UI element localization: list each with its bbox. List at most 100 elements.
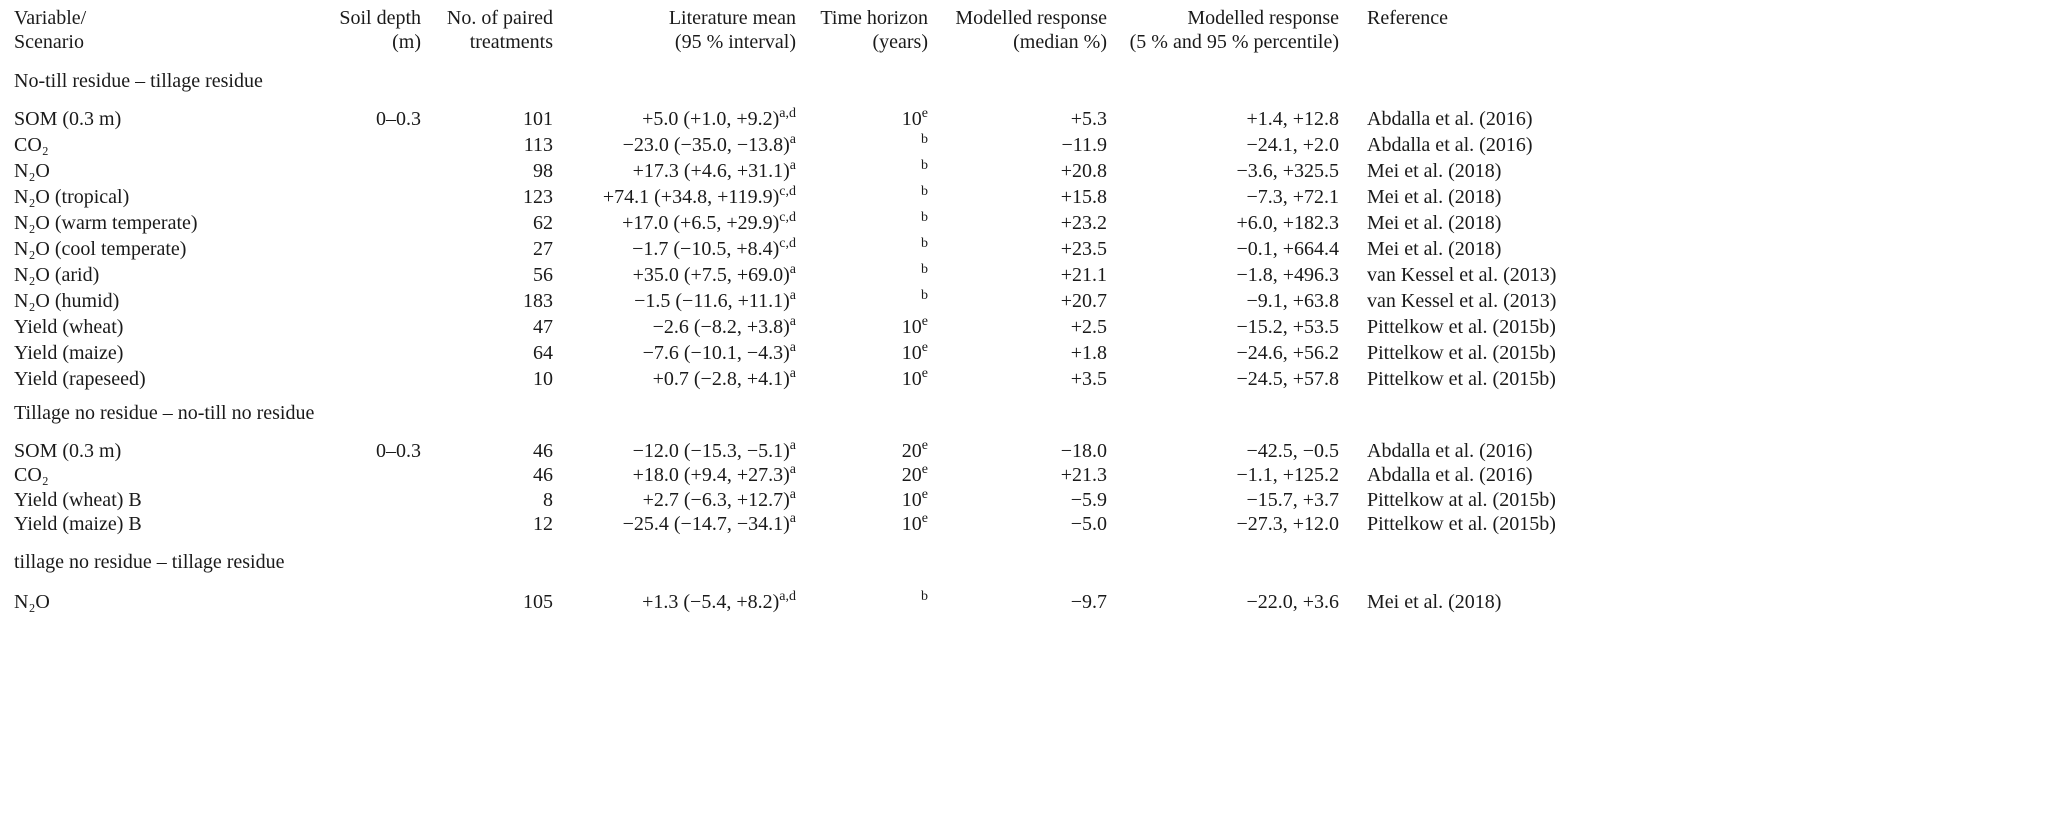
mean-cell: −2.6 (−8.2, +3.8)a <box>653 315 796 339</box>
percentile-cell: −22.0, +3.6 <box>1246 590 1339 614</box>
percentile-cell: −24.5, +57.8 <box>1236 367 1339 391</box>
horizon-cell: 10e <box>902 107 928 131</box>
reference-cell: Mei et al. (2018) <box>1367 185 1501 209</box>
horizon-note: b <box>921 132 928 147</box>
mean-note: a <box>789 158 796 173</box>
median-cell: −9.7 <box>1071 590 1107 614</box>
horizon-cell: b <box>921 211 928 235</box>
reference: Pittelkow et al. (2015b) <box>1367 368 1556 390</box>
percentile: −24.1, +2.0 <box>1246 134 1339 156</box>
percentile-cell: −1.8, +496.3 <box>1236 263 1339 287</box>
variable: SOM (0.3 m) <box>14 440 122 462</box>
horizon-cell: 20e <box>902 463 928 487</box>
variable-cell: Yield (wheat) B <box>14 488 142 512</box>
median-cell: +21.1 <box>1061 263 1107 287</box>
reference: Mei et al. (2018) <box>1367 591 1502 613</box>
mean: +35.0 (+7.5, +69.0) <box>632 264 790 286</box>
reference: Pittelkow at al. (2015b) <box>1367 488 1556 511</box>
n: 113 <box>523 134 553 156</box>
header-cell: Literature mean <box>668 7 796 29</box>
n: 64 <box>533 342 553 364</box>
horizon-cell: b <box>921 590 928 614</box>
horizon: 20 <box>901 464 922 487</box>
n-cell: 183 <box>523 289 553 313</box>
mean-cell: +74.1 (+34.8, +119.9)c,d <box>603 185 796 209</box>
variable: N₂O <box>14 160 50 182</box>
reference-cell: Abdalla et al. (2016) <box>1367 133 1533 157</box>
reference: Abdalla et al. (2016) <box>1367 134 1533 156</box>
variable-cell: N₂O (arid) <box>14 263 99 287</box>
horizon-cell: b <box>921 237 928 261</box>
mean-note: a <box>789 262 796 277</box>
median-cell: +1.8 <box>1071 341 1107 365</box>
reference: Mei et al. (2018) <box>1367 160 1502 182</box>
median: −5.0 <box>1070 512 1107 535</box>
n: 46 <box>533 440 553 462</box>
percentile: −42.5, −0.5 <box>1246 440 1339 462</box>
mean-note: a,d <box>779 589 796 604</box>
variable: N₂O (tropical) <box>14 186 130 208</box>
mean-cell: −7.6 (−10.1, −4.3)a <box>643 341 796 365</box>
percentile: −15.7, +3.7 <box>1246 488 1339 511</box>
variable: N₂O (arid) <box>14 264 100 286</box>
mean-note: a <box>789 340 796 355</box>
variable-cell: N₂O (tropical) <box>14 185 129 209</box>
median-cell: +21.3 <box>1061 463 1107 487</box>
horizon-cell: 10e <box>902 341 928 365</box>
median-cell: +23.2 <box>1061 211 1107 235</box>
depth: 0–0.3 <box>376 440 421 462</box>
variable-cell: Yield (maize) <box>14 341 123 365</box>
variable-cell: N₂O (cool temperate) <box>14 237 186 261</box>
variable: N₂O <box>14 591 50 613</box>
reference: Abdalla et al. (2016) <box>1367 440 1533 462</box>
variable: Yield (wheat) B <box>14 488 142 511</box>
median: +23.2 <box>1060 212 1107 234</box>
horizon-note: b <box>921 184 928 199</box>
median: +2.5 <box>1070 316 1107 338</box>
variable-cell: Yield (rapeseed) <box>14 367 146 391</box>
percentile: −3.6, +325.5 <box>1236 160 1339 182</box>
n-cell: 105 <box>523 590 553 614</box>
percentile: +1.4, +12.8 <box>1246 108 1339 130</box>
median-cell: −5.9 <box>1071 488 1107 512</box>
mean-note: a,d <box>779 106 796 121</box>
n: 123 <box>523 186 553 208</box>
horizon-note: e <box>921 340 928 355</box>
horizon-note: b <box>921 288 928 303</box>
mean-note: a <box>789 510 796 526</box>
mean-cell: +1.3 (−5.4, +8.2)a,d <box>642 590 796 614</box>
median-cell: +20.7 <box>1061 289 1107 313</box>
n-cell: 123 <box>523 185 553 209</box>
horizon-note: b <box>921 158 928 173</box>
mean: +2.7 (−6.3, +12.7) <box>642 488 790 511</box>
variable-cell: N₂O <box>14 159 50 183</box>
mean: −25.4 (−14.7, −34.1) <box>622 512 790 535</box>
horizon-cell: b <box>921 289 928 313</box>
reference-cell: Abdalla et al. (2016) <box>1367 439 1533 463</box>
mean-note: a <box>789 288 796 303</box>
mean-cell: −12.0 (−15.3, −5.1)a <box>633 439 796 463</box>
percentile: −1.8, +496.3 <box>1236 264 1339 286</box>
header-cell: treatments <box>469 31 553 53</box>
median: +1.8 <box>1070 342 1107 364</box>
n-cell: 46 <box>533 439 553 463</box>
percentile-cell: −42.5, −0.5 <box>1246 439 1339 463</box>
median: +21.3 <box>1060 464 1107 487</box>
mean-note: a <box>789 462 796 478</box>
percentile-cell: −27.3, +12.0 <box>1236 512 1339 536</box>
reference-cell: Pittelkow et al. (2015b) <box>1367 341 1556 365</box>
median: +3.5 <box>1070 368 1107 390</box>
reference: van Kessel et al. (2013) <box>1367 290 1557 312</box>
variable-cell: SOM (0.3 m) <box>14 107 121 131</box>
depth-cell: 0–0.3 <box>376 439 421 463</box>
horizon-note: e <box>921 366 928 381</box>
mean-cell: +17.0 (+6.5, +29.9)c,d <box>622 211 796 235</box>
mean-cell: −1.5 (−11.6, +11.1)a <box>634 289 796 313</box>
horizon-cell: b <box>921 133 928 157</box>
reference: Mei et al. (2018) <box>1367 238 1502 260</box>
depth-cell: 0–0.3 <box>376 107 421 131</box>
percentile: −24.6, +56.2 <box>1236 342 1339 364</box>
variable: Yield (maize) <box>14 342 124 364</box>
n: 8 <box>543 488 553 511</box>
variable-cell: CO₂ <box>14 463 49 487</box>
